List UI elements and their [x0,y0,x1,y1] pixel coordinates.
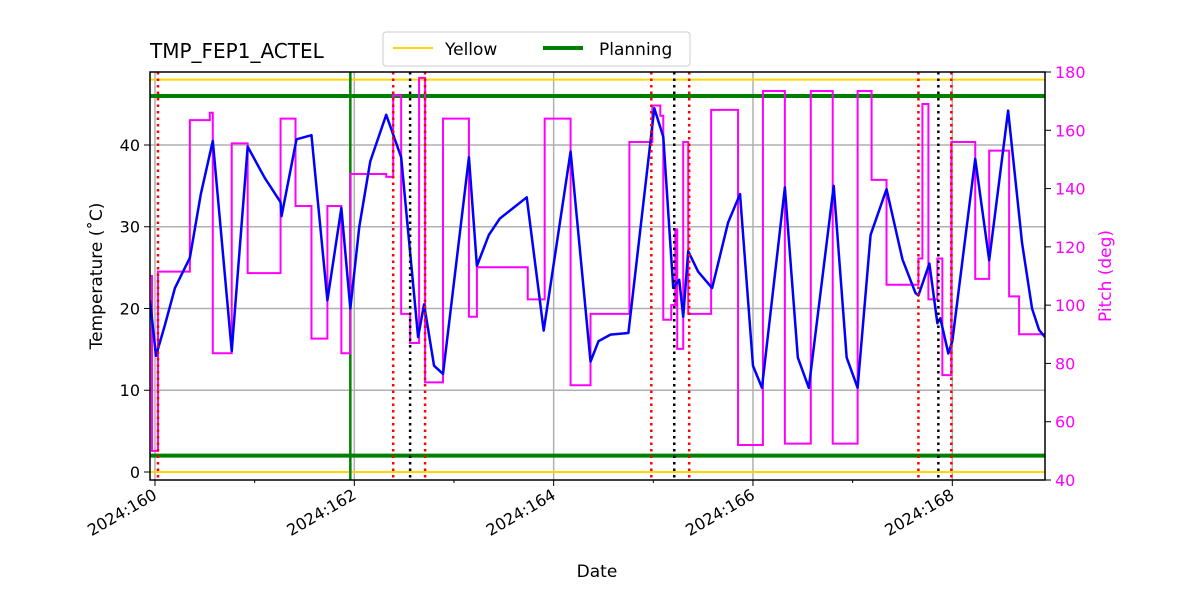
plot-frame [149,71,1046,481]
x-axis-label: Date [577,562,618,582]
y-tick-label: 20 [120,299,140,318]
x-tick-label: 2024:164 [483,485,559,540]
y2-tick-label: 160 [1055,121,1086,140]
x-tick-label: 2024:168 [881,485,957,540]
pitch-line [150,76,1045,452]
y-tick-label: 40 [120,136,140,155]
y2-tick-label: 180 [1055,63,1086,82]
y-tick-label: 10 [120,381,140,400]
y2-tick-label: 40 [1055,471,1075,490]
plot-area: 2024:160 2024:162 2024:164 2024:166 2024:168… [84,63,1085,540]
y2-tick-label: 80 [1055,354,1075,373]
y-tick-label: 0 [130,463,140,482]
x-tick-label: 2024:160 [84,485,160,540]
y-tick-label: 30 [120,218,140,237]
legend-label-yellow: Yellow [444,40,497,60]
y2-tick-label: 100 [1055,296,1086,315]
legend-label-planning: Planning [599,40,672,60]
x-tick-label: 2024:166 [682,485,758,540]
y2-axis-label: Pitch (deg) [1096,230,1116,322]
y2-tick-label: 60 [1055,413,1075,432]
chart-title: TMP_FEP1_ACTEL [149,39,325,63]
temperature-line [150,106,1045,390]
plot-inner [150,72,1045,480]
y2-tick-label: 120 [1055,238,1086,257]
y-axis-label: Temperature (˚C) [86,203,107,351]
legend: Yellow Planning [382,31,691,67]
x-tick-label: 2024:162 [283,485,359,540]
y2-tick-label: 140 [1055,180,1086,199]
